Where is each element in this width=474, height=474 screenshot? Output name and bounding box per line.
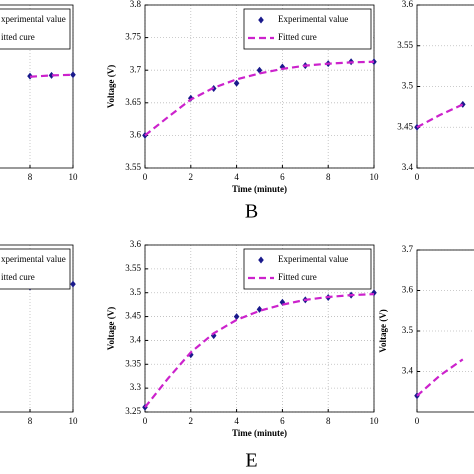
fitted-line — [144, 60, 375, 137]
legend-marker — [258, 256, 264, 264]
x-axis-label: Time (minute) — [232, 428, 287, 438]
panel-label: E — [245, 450, 257, 472]
legend-box — [0, 8, 71, 50]
legend-label: xperimental value — [1, 14, 66, 24]
legend-marker — [258, 16, 264, 24]
y-tick-label: 3.65 — [125, 97, 141, 107]
legend-label: itted cure — [1, 32, 35, 42]
data-point — [188, 351, 194, 359]
plot-frame — [144, 244, 375, 413]
y-tick-label: 3.55 — [397, 40, 413, 50]
y-tick-label: 3.7 — [130, 64, 142, 74]
fitted-line — [144, 293, 375, 408]
x-tick-label: 0 — [415, 172, 420, 182]
y-tick-label: 3.35 — [125, 358, 141, 368]
y-tick-label: 3.45 — [125, 311, 141, 321]
plot-frame — [144, 4, 375, 169]
x-tick-label: 8 — [28, 416, 33, 426]
x-tick-label: 4 — [234, 172, 239, 182]
data-point — [233, 79, 240, 87]
y-tick-label: 3.5 — [402, 325, 414, 335]
data-point — [279, 298, 286, 306]
data-point — [256, 305, 263, 313]
fitted-line — [416, 358, 464, 397]
x-tick-label: 0 — [143, 416, 148, 426]
legend-label: Experimental value — [278, 254, 348, 264]
x-tick-label: 10 — [69, 416, 79, 426]
legend-box — [243, 8, 372, 50]
y-tick-label: 3.6 — [130, 129, 142, 139]
x-tick-label: 10 — [370, 416, 380, 426]
plot-frame — [0, 4, 74, 169]
legend-label: Experimental value — [278, 14, 348, 24]
x-axis-label: Time (minute) — [232, 184, 287, 194]
fitted-line — [29, 73, 74, 78]
legend-box — [0, 248, 71, 290]
legend-box — [243, 248, 372, 290]
data-point — [188, 94, 194, 102]
x-tick-label: 0 — [143, 172, 148, 182]
y-tick-label: 3.6 — [130, 239, 142, 249]
y-axis-label: Voltage (V) — [106, 307, 116, 350]
y-tick-label: 3.45 — [397, 121, 413, 131]
data-point — [233, 313, 240, 321]
plot-frame — [416, 249, 474, 413]
y-tick-label: 3.4 — [130, 334, 142, 344]
data-point — [70, 71, 76, 79]
x-tick-label: 8 — [326, 416, 331, 426]
x-tick-label: 6 — [280, 416, 285, 426]
y-tick-label: 3.75 — [125, 32, 141, 42]
y-tick-label: 3.4 — [402, 162, 414, 172]
legend-label: Fitted cure — [278, 272, 317, 282]
y-axis-label: Voltage (V) — [106, 65, 116, 108]
y-tick-label: 3.6 — [402, 285, 414, 295]
data-point — [70, 280, 76, 288]
x-tick-label: 2 — [189, 416, 194, 426]
data-point — [210, 332, 217, 340]
x-tick-label: 0 — [415, 416, 420, 426]
panel-label: B — [245, 201, 258, 223]
y-tick-label: 3.7 — [402, 244, 414, 254]
y-tick-label: 3.3 — [130, 382, 142, 392]
y-tick-label: 3.5 — [130, 287, 142, 297]
y-tick-label: 3.25 — [125, 406, 141, 416]
y-tick-label: 3.6 — [402, 0, 414, 9]
x-tick-label: 8 — [326, 172, 331, 182]
x-tick-label: 4 — [234, 416, 239, 426]
x-tick-label: 2 — [189, 172, 194, 182]
x-tick-label: 10 — [370, 172, 380, 182]
legend-label: Fitted cure — [278, 32, 317, 42]
legend-label: itted cure — [1, 272, 35, 282]
y-axis-label: Voltage (V) — [378, 309, 388, 352]
fitted-line — [416, 103, 464, 129]
plot-frame — [416, 4, 474, 169]
x-tick-label: 8 — [28, 172, 33, 182]
data-point — [256, 66, 263, 74]
x-tick-label: 10 — [69, 172, 79, 182]
y-tick-label: 3.4 — [402, 366, 414, 376]
legend-label: xperimental value — [1, 254, 66, 264]
y-tick-label: 3.8 — [130, 0, 142, 9]
y-tick-label: 3.5 — [402, 81, 414, 91]
y-tick-label: 3.55 — [125, 162, 141, 172]
data-point — [48, 71, 55, 79]
y-tick-label: 3.55 — [125, 263, 141, 273]
plot-frame — [0, 244, 74, 413]
x-tick-label: 6 — [280, 172, 285, 182]
data-point — [279, 63, 286, 71]
